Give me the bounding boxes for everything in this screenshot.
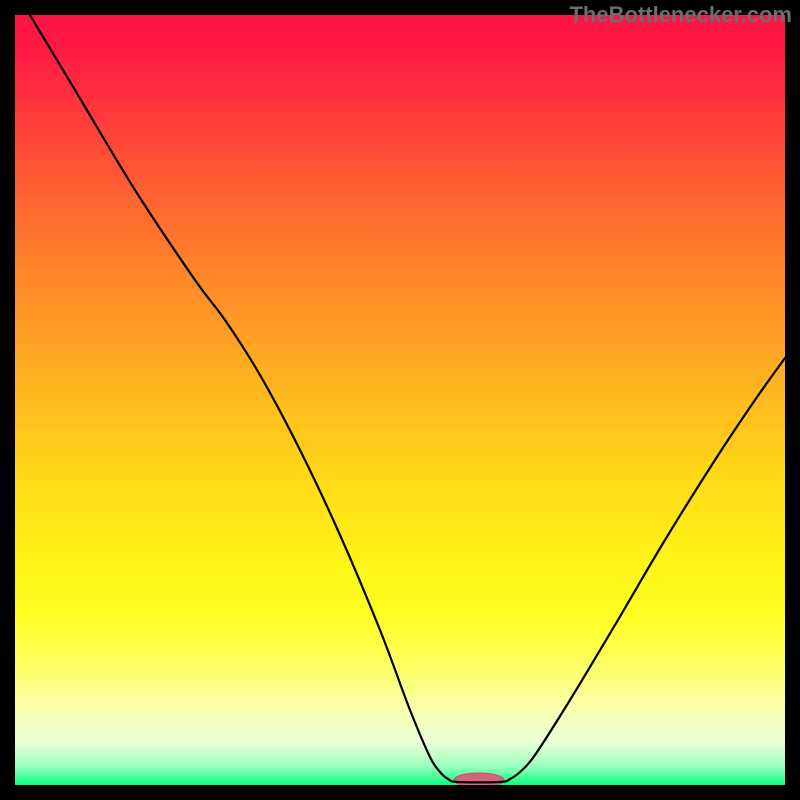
gradient-background <box>15 15 785 785</box>
chart-container: TheBottlenecker.com <box>0 0 800 800</box>
bottleneck-chart-svg <box>0 0 800 800</box>
watermark-text: TheBottlenecker.com <box>569 2 792 28</box>
bottleneck-marker <box>454 773 504 787</box>
